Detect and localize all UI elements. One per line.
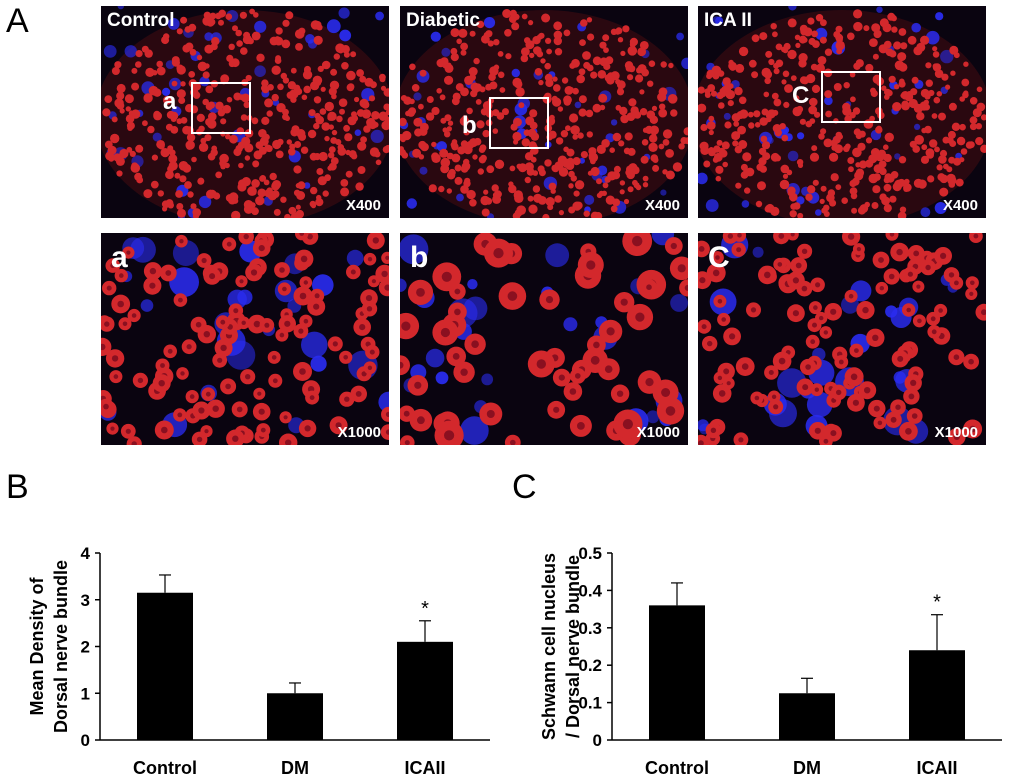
roi-box (191, 82, 251, 134)
y-tick-label: 0 (593, 731, 602, 750)
y-axis-label: Mean Density of Dorsal nerve bundle (27, 560, 71, 733)
chart-plot-area: 0 0.1 0.2 0.3 0.4 0.5 Control DM * ICAII (578, 544, 1002, 778)
bar-chart-b: 0 1 2 3 4 Control DM * ICAII Mean Density of Dorsa… (27, 544, 490, 778)
x-tick-label: ICAII (916, 758, 957, 778)
roi-label: b (462, 112, 477, 139)
significance-marker: * (933, 592, 941, 614)
y-axis-label: Schwann cell nucleus / Dorsal nerve bundl… (539, 553, 583, 740)
roi-box (489, 97, 549, 149)
micrograph-diabetic-x1000: b X1000 (400, 233, 688, 445)
chart-plot-area: 0 1 2 3 4 Control DM * ICAII (81, 544, 490, 778)
micrograph-control-x1000: a X1000 (101, 233, 389, 445)
zoom-label: a (111, 241, 128, 274)
chart-schwann-nucleus: 0 0.1 0.2 0.3 0.4 0.5 Control DM * ICAII Schwann c… (512, 500, 1024, 780)
y-tick-label: 0.5 (578, 544, 602, 563)
y-tick-label: 0.3 (578, 619, 602, 638)
roi-box (821, 71, 881, 123)
magnification-label: X1000 (636, 424, 680, 441)
magnification-label: X400 (942, 197, 978, 214)
micrograph-diabetic-x400: Diabetic b X400 (400, 6, 688, 218)
x-tick-label: DM (793, 758, 821, 778)
magnification-label: X400 (644, 197, 680, 214)
bar-chart-c: 0 0.1 0.2 0.3 0.4 0.5 Control DM * ICAII Schwann c… (539, 544, 1002, 778)
y-tick-label: 0.2 (578, 656, 602, 675)
micrograph-control-x400: Control a X400 (101, 6, 389, 218)
micrograph-image (400, 233, 688, 445)
micrograph-image (101, 233, 389, 445)
roi-label: a (163, 88, 177, 115)
micrograph-image (698, 6, 986, 218)
magnification-label: X1000 (934, 424, 978, 441)
micrograph-title: ICA II (704, 10, 752, 31)
y-tick-label: 1 (81, 684, 90, 703)
panel-letter-c: C (512, 468, 537, 506)
y-tick-label: 3 (81, 591, 90, 610)
y-tick-label: 0.1 (578, 694, 602, 713)
micrograph-image (400, 6, 688, 218)
zoom-label: b (410, 241, 429, 274)
magnification-label: X400 (345, 197, 381, 214)
magnification-label: X1000 (337, 424, 381, 441)
y-tick-label: 0.4 (578, 581, 602, 600)
panel-letter-b: B (6, 468, 29, 506)
chart-mean-density: 0 1 2 3 4 Control DM * ICAII Mean Density of Dorsa… (0, 500, 512, 780)
micrograph-image (101, 6, 389, 218)
bar-icaii (397, 641, 453, 740)
micrograph-image (698, 233, 986, 445)
bar-control (137, 592, 193, 740)
bar-dm (779, 693, 835, 740)
y-tick-label: 0 (81, 731, 90, 750)
significance-marker: * (421, 598, 429, 620)
bar-control (649, 605, 705, 740)
micrograph-title: Diabetic (406, 10, 480, 31)
panel-letter-a: A (6, 2, 29, 40)
bar-dm (267, 693, 323, 740)
roi-label: C (792, 82, 810, 109)
y-tick-label: 2 (81, 638, 90, 657)
x-tick-label: Control (133, 758, 197, 778)
x-tick-label: DM (281, 758, 309, 778)
y-tick-label: 4 (81, 544, 91, 563)
x-tick-label: ICAII (404, 758, 445, 778)
micrograph-icaii-x1000: C X1000 (698, 233, 986, 445)
micrograph-icaii-x400: ICA II C X400 (698, 6, 986, 218)
bar-icaii (909, 650, 965, 740)
zoom-label: C (708, 241, 730, 274)
micrograph-title: Control (107, 10, 175, 31)
x-tick-label: Control (645, 758, 709, 778)
